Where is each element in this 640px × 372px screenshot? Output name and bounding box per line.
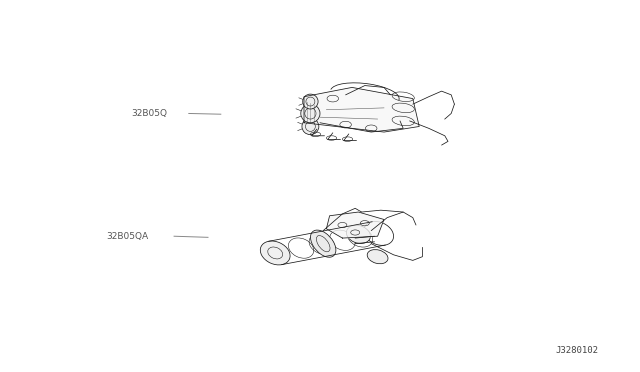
Ellipse shape xyxy=(260,241,290,265)
Polygon shape xyxy=(326,212,384,238)
Ellipse shape xyxy=(301,104,320,123)
Text: 32B05QA: 32B05QA xyxy=(106,232,148,241)
Polygon shape xyxy=(304,87,419,132)
Ellipse shape xyxy=(310,230,336,257)
Ellipse shape xyxy=(303,94,318,109)
Text: J3280102: J3280102 xyxy=(556,346,598,355)
Text: 32B05Q: 32B05Q xyxy=(132,109,168,118)
Ellipse shape xyxy=(302,118,319,135)
Ellipse shape xyxy=(346,225,371,243)
Ellipse shape xyxy=(367,250,388,264)
